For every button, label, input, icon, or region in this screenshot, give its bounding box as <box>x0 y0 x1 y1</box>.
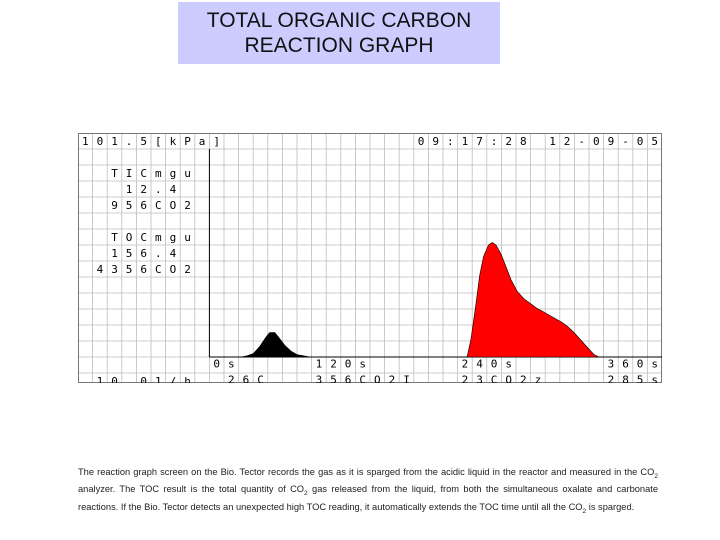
caption-text-4: is sparged. <box>586 501 635 512</box>
caption-text-3: gas released from the liquid, from both … <box>78 484 659 512</box>
toc-value: 156.4 <box>111 247 176 260</box>
toc-code: 4356CO2 <box>97 263 191 276</box>
reading-mark-1: 356CO2I <box>316 373 410 383</box>
reaction-graph-screen: 101.5[kPa] 09:17:28 12-09-05TICmgu12.4956C… <box>78 133 662 383</box>
series-area-0 <box>209 332 317 358</box>
caption-sub-1: 2 <box>654 472 658 480</box>
title-line-2: REACTION GRAPH <box>244 34 434 57</box>
caption-text-1: The reaction graph screen on the Bio. Te… <box>78 467 655 477</box>
title-line-1: TOTAL ORGANIC CARBON <box>206 9 472 32</box>
caption: The reaction graph screen on the Bio. Te… <box>78 466 658 518</box>
flow-readout: 10.01/h <box>97 375 191 383</box>
screen-frame <box>78 133 662 383</box>
caption-sub-2: 2 <box>304 490 308 498</box>
plot-area <box>208 149 662 358</box>
title-box: TOTAL ORGANIC CARBON REACTION GRAPH <box>178 2 500 64</box>
reading-mark-0: 26C <box>228 373 264 383</box>
grid <box>78 133 662 383</box>
caption-text-2: analyzer. The TOC result is the total qu… <box>78 484 305 495</box>
caption-sub-3: 2 <box>582 507 587 515</box>
series-area-1 <box>466 242 600 358</box>
